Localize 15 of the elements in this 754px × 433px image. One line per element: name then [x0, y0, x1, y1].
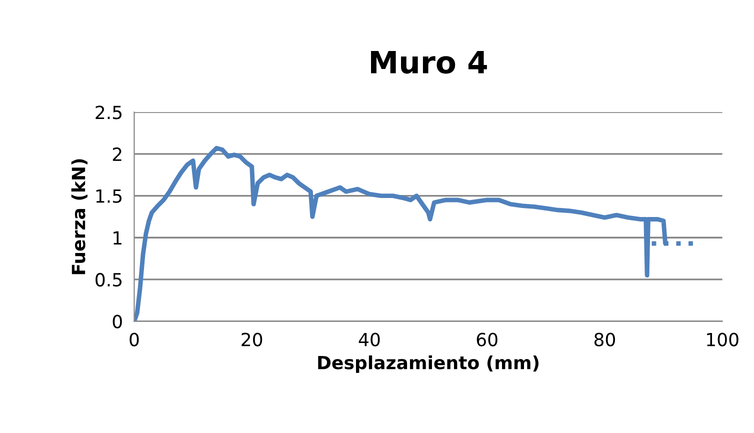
- y-axis-title: Fuerza (kN): [71, 159, 88, 274]
- x-tick-label: 60: [476, 332, 498, 346]
- x-tick-label: 0: [130, 332, 139, 346]
- x-tick-label: 40: [358, 332, 380, 346]
- x-tick-label: 100: [707, 332, 738, 346]
- y-tick-label: 1.5: [96, 190, 122, 203]
- y-tick-label: 0.5: [96, 272, 122, 287]
- chart-title: Muro 4: [371, 50, 487, 74]
- y-tick-label: 0: [112, 314, 122, 328]
- x-tick-label: 80: [594, 332, 615, 346]
- y-tick-label: 2: [112, 147, 122, 161]
- y-tick-label: 1: [114, 231, 122, 244]
- x-tick-label: 20: [242, 332, 262, 346]
- x-axis-title: Desplazamiento (mm): [318, 355, 538, 373]
- y-tick-label: 2.5: [96, 106, 122, 120]
